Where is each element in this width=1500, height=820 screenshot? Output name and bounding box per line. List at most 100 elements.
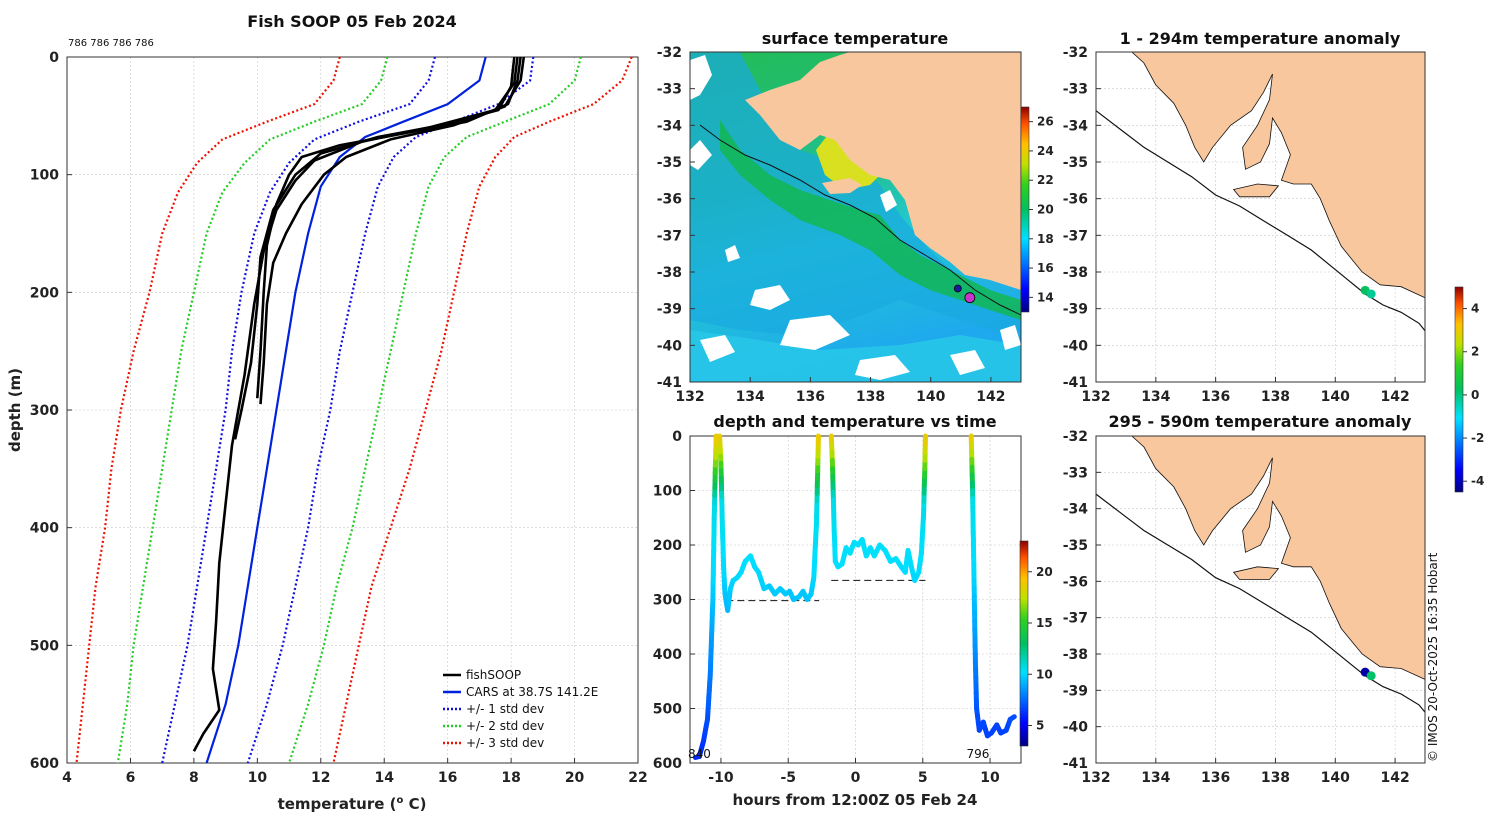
y-tick-label: -38: [1063, 647, 1088, 663]
land-mass: [1130, 435, 1426, 681]
anomaly-upper-panel: 1 - 294m temperature anomaly 132 134 136 13…: [1063, 29, 1426, 405]
depthtime-annotations: 840 796: [688, 747, 989, 761]
colorbar-tick-label: 20: [1037, 203, 1054, 217]
colorbar-tick-label: -2: [1471, 431, 1484, 445]
y-tick-label: -34: [1063, 118, 1089, 134]
credit-text: © IMOS 20-Oct-2025 16:35 Hobart: [1426, 552, 1440, 762]
surface-start-marker: [953, 284, 962, 293]
anomaly-upper-title: 1 - 294m temperature anomaly: [1120, 29, 1401, 48]
x-tick-label: 22: [628, 770, 647, 786]
depthtime-trace-segment: [1007, 714, 1017, 722]
x-tick-label: 136: [1201, 770, 1230, 786]
shelf-warm-water: [720, 120, 1021, 320]
y-tick-label: -36: [1063, 192, 1088, 208]
surface-colorbar: [1020, 106, 1030, 313]
x-tick-label: 142: [1380, 389, 1409, 405]
x-tick-label: 6: [126, 770, 136, 786]
x-tick-label: 140: [1321, 770, 1350, 786]
y-tick-label: -40: [1063, 720, 1089, 736]
y-tick-label: 400: [653, 647, 682, 663]
anomaly-lower-y-ticks: -32 -33 -34 -35 -36 -37 -38 -39 -40 -41: [1063, 429, 1101, 772]
surface-position-markers: [953, 284, 976, 304]
trace-id-label: 796: [966, 747, 989, 761]
depthtime-panel: depth and temperature vs time -10 -5 0 5 10 …: [653, 412, 1053, 809]
anomaly-upper-axes-box: [1095, 51, 1426, 383]
y-tick-label: -39: [657, 302, 682, 318]
x-tick-label: 10: [980, 770, 1000, 786]
profile-series: [75, 56, 633, 764]
surface-colorbar-ticks: 14 16 18 20 22 24 26: [1029, 115, 1054, 304]
y-tick-label: -41: [657, 375, 682, 391]
y-tick-label: -40: [657, 338, 683, 354]
profile-y-ticks: 0 100 200 300 400 500 600: [30, 50, 72, 772]
y-tick-label: 200: [653, 538, 682, 554]
y-tick-label: -35: [1063, 538, 1088, 554]
profile-x-label: temperature (o C): [278, 795, 427, 813]
fishsoop-profile-line: [256, 56, 522, 399]
y-tick-label: 600: [30, 756, 59, 772]
colorbar-tick-label: -4: [1471, 474, 1484, 488]
legend-label-1std: +/- 1 std dev: [466, 702, 544, 716]
bottom-depth-markers: [726, 579, 926, 602]
y-tick-label: -41: [1063, 756, 1088, 772]
y-tick-label: -32: [1063, 429, 1088, 445]
legend-label-3std: +/- 3 std dev: [466, 736, 544, 750]
shelf-break-contour: [1095, 110, 1426, 332]
x-tick-label: -5: [780, 770, 796, 786]
anomaly-marker: [1366, 671, 1376, 681]
depthtime-y-ticks: 0 100 200 300 400 500 600: [653, 429, 695, 772]
depthtime-x-ticks: -10 -5 0 5 10: [708, 758, 1000, 786]
y-tick-label: 100: [653, 484, 682, 500]
colorbar-tick-label: 4: [1471, 302, 1479, 316]
x-tick-label: 134: [1141, 770, 1170, 786]
surface-title: surface temperature: [762, 29, 949, 48]
anomaly-lower-title: 295 - 590m temperature anomaly: [1109, 412, 1412, 431]
x-tick-label: 0: [851, 770, 861, 786]
fishsoop-profile-line: [259, 56, 526, 405]
y-tick-label: -36: [657, 192, 682, 208]
depthtime-trace: [692, 433, 1017, 760]
x-tick-label: 138: [1261, 389, 1290, 405]
y-tick-label: -34: [657, 118, 683, 134]
x-tick-label: 132: [1081, 770, 1110, 786]
x-tick-label: 136: [1201, 389, 1230, 405]
climatology-line: [161, 56, 437, 764]
kangaroo-island: [1232, 183, 1280, 198]
colorbar-tick-label: 0: [1471, 388, 1479, 402]
colorbar-tick-label: 14: [1037, 290, 1054, 304]
y-tick-label: -40: [1063, 338, 1089, 354]
shelf-break-contour: [1095, 493, 1426, 713]
y-tick-label: 600: [653, 756, 682, 772]
anomaly-lower-panel: 295 - 590m temperature anomaly 132 134 136…: [1063, 412, 1426, 786]
y-tick-label: 0: [49, 50, 59, 66]
kangaroo-island: [822, 178, 862, 194]
depthtime-colorbar: [1019, 540, 1029, 747]
x-tick-label: 134: [1141, 389, 1170, 405]
anomaly-colorbar-ticks: -4 -2 0 2 4: [1463, 302, 1484, 488]
anomaly-upper-map: [1095, 51, 1426, 332]
colorbar-tick-label: 20: [1036, 565, 1053, 579]
x-tick-label: 5: [918, 770, 928, 786]
y-tick-label: 400: [30, 521, 59, 537]
anomaly-upper-y-ticks: -32 -33 -34 -35 -36 -37 -38 -39 -40 -41: [1063, 45, 1101, 391]
depthtime-x-label: hours from 12:00Z 05 Feb 24: [733, 791, 978, 809]
y-tick-label: -37: [657, 228, 682, 244]
x-tick-label: 20: [565, 770, 585, 786]
y-tick-label: -33: [1063, 82, 1088, 98]
x-tick-label: 142: [1380, 770, 1409, 786]
colorbar-tick-label: 18: [1037, 232, 1054, 246]
colorbar-tick-label: 16: [1037, 261, 1054, 275]
x-tick-label: 138: [856, 389, 885, 405]
y-tick-label: -36: [1063, 574, 1088, 590]
anomaly-lower-map: [1095, 435, 1426, 713]
x-tick-label: 140: [916, 389, 945, 405]
colorbar-tick-label: 22: [1037, 173, 1054, 187]
profile-y-label: depth (m): [6, 368, 24, 452]
colorbar-tick-label: 5: [1036, 719, 1044, 733]
x-tick-label: 16: [438, 770, 457, 786]
climatology-line: [116, 56, 389, 764]
y-tick-label: -32: [1063, 45, 1088, 61]
y-tick-label: -38: [1063, 265, 1088, 281]
x-tick-label: 142: [976, 389, 1005, 405]
colorbar-tick-label: 26: [1037, 115, 1054, 129]
